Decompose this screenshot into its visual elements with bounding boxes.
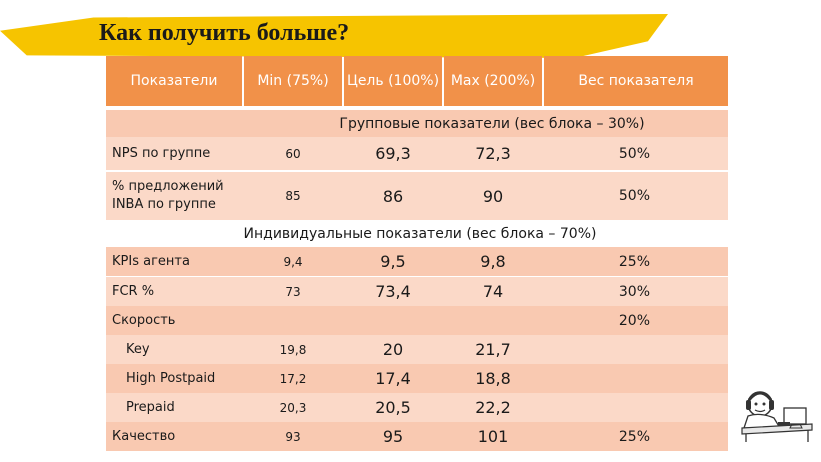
row-weight: 50% [618,145,650,162]
header-weight: Вес показателя [544,56,728,106]
table-row: % предложений INBA по группе 85 86 90 50… [106,172,728,220]
row-target [344,306,442,335]
row-max: 22,2 [475,398,511,417]
row-weight: 30% [618,283,650,300]
row-name: High Postpaid [126,370,216,386]
row-max: 21,7 [475,340,511,359]
row-target: 95 [382,427,404,446]
row-min: 20,3 [279,400,307,415]
row-target: 17,4 [375,369,411,388]
row-min [244,306,342,335]
row-min: 9,4 [283,254,303,269]
table-row: High Postpaid 17,2 17,4 18,8 [106,364,728,393]
table-header-row: Показатели Min (75%) Цель (100%) Max (20… [106,56,728,106]
header-min: Min (75%) [244,56,342,106]
header-target: Цель (100%) [344,56,442,106]
row-weight: 50% [618,188,650,204]
row-min: 85 [285,189,301,203]
table-row: Prepaid 20,3 20,5 22,2 [106,393,728,422]
row-weight: 25% [618,253,650,270]
row-max: 90 [482,186,504,206]
row-name: NPS по группе [112,145,211,161]
section-individual-label: Индивидуальные показатели (вес блока – 7… [243,225,597,242]
section-group: Групповые показатели (вес блока – 30%) [106,110,728,137]
row-name: KPIs агента [112,253,190,269]
table-row: KPIs агента 9,4 9,5 9,8 25% [106,247,728,276]
header-indicators: Показатели [106,56,242,106]
section-individual: Индивидуальные показатели (вес блока – 7… [106,220,728,247]
title-highlight [0,14,668,58]
cartoon-person-at-desk-icon [741,391,813,442]
row-max: 101 [477,427,509,446]
row-weight: 25% [618,428,650,445]
row-name: % предложений INBA по группе [112,179,224,212]
header-max: Max (200%) [444,56,542,106]
row-max: 18,8 [475,369,511,388]
table-row: Key 19,8 20 21,7 [106,335,728,364]
row-name: Prepaid [126,399,175,415]
table-row: Скорость 20% [106,306,728,335]
row-target: 20 [382,340,404,359]
row-min: 17,2 [279,371,307,386]
table-row: FCR % 73 73,4 74 30% [106,277,728,306]
row-weight [544,364,728,393]
slide-title: Как получить больше? [99,20,350,46]
row-name: Скорость [112,312,176,328]
row-weight [544,393,728,422]
row-target: 73,4 [375,282,411,301]
row-min: 60 [285,146,301,161]
row-min: 73 [285,284,301,299]
row-weight [544,335,728,364]
row-target: 9,5 [380,252,406,271]
row-name: Key [126,341,150,357]
row-max: 72,3 [475,144,511,163]
row-max: 9,8 [480,252,506,271]
table-row: Качество 93 95 101 25% [106,422,728,451]
row-name: Качество [112,428,176,444]
row-target: 20,5 [375,398,411,417]
row-max [444,306,542,335]
row-target: 86 [382,186,404,206]
section-group-label: Групповые показатели (вес блока – 30%) [339,115,645,132]
row-min: 93 [285,429,301,444]
row-min: 19,8 [279,342,307,357]
row-target: 69,3 [375,144,411,163]
row-weight: 20% [618,312,650,329]
table-row: NPS по группе 60 69,3 72,3 50% [106,137,728,170]
row-name: FCR % [112,283,155,299]
row-max: 74 [482,282,504,301]
